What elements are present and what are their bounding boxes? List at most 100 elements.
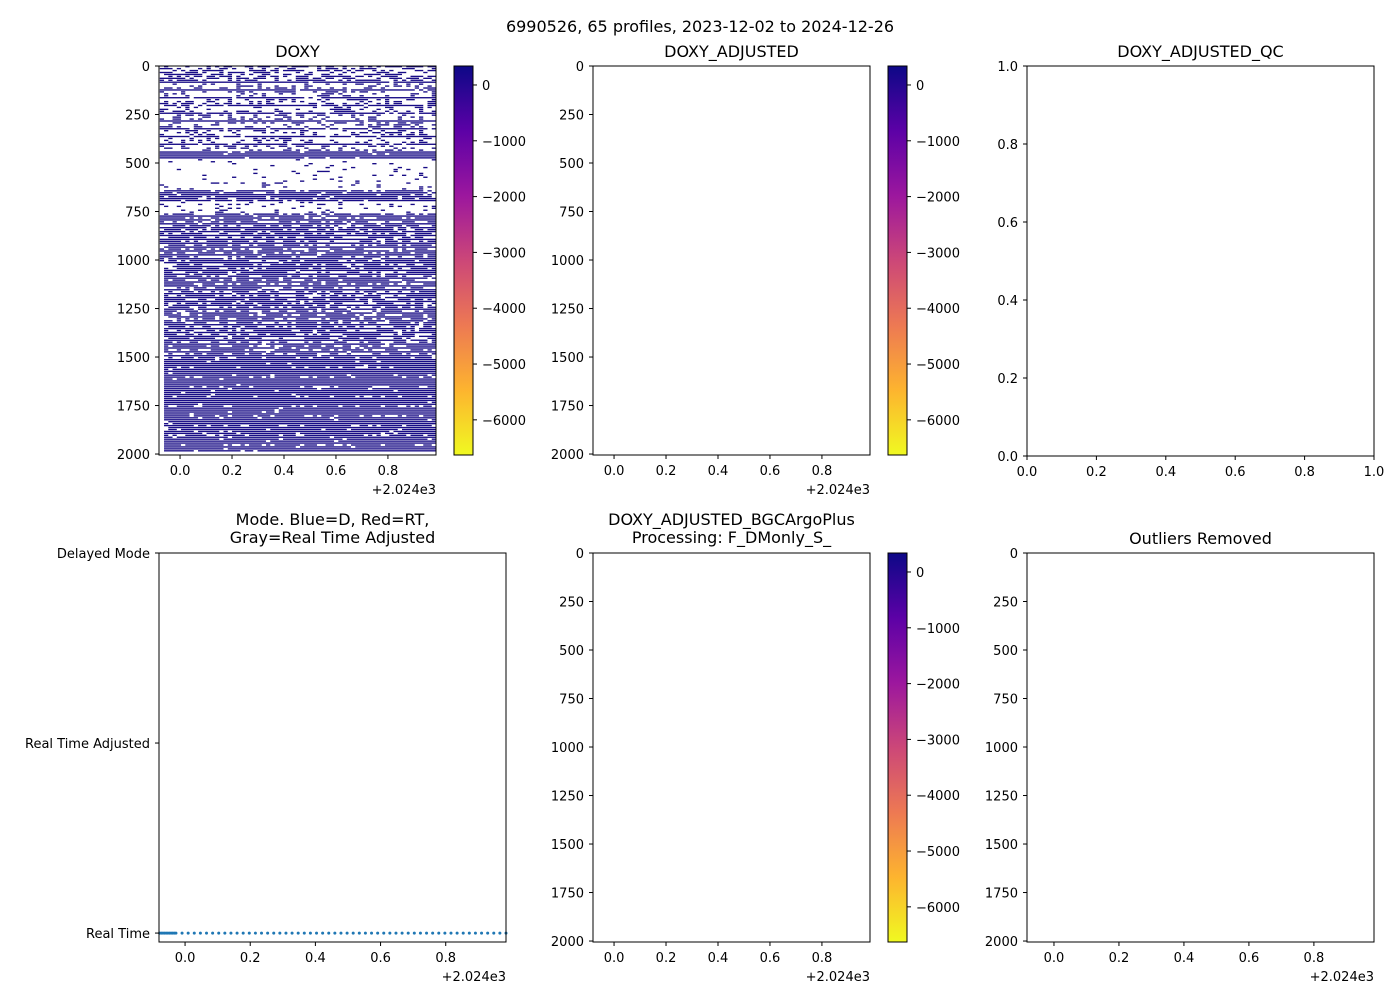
heatmap-cell (427, 298, 432, 301)
heatmap-cell (164, 261, 279, 264)
heatmap-cell (321, 294, 326, 297)
heatmap-cell (172, 304, 258, 306)
heatmap-cell (227, 256, 233, 258)
heatmap-cell (355, 248, 364, 250)
heatmap-cell (274, 209, 279, 211)
heatmap-cell (368, 271, 373, 274)
heatmap-cell (389, 153, 437, 155)
heatmap-cell (346, 192, 428, 194)
colorbar-tick-label: −3000 (916, 733, 960, 748)
heatmap-cell (346, 353, 352, 355)
heatmap-cell (389, 77, 403, 79)
heatmap-cell (393, 102, 403, 105)
heatmap-cell (317, 170, 330, 173)
heatmap-cell (376, 217, 403, 219)
heatmap-cell (172, 345, 207, 347)
heatmap-cell (164, 292, 233, 295)
mode-point (363, 931, 367, 935)
heatmap-cell (198, 279, 207, 281)
heatmap-cell (304, 213, 318, 215)
heatmap-cell (257, 199, 284, 202)
heatmap-cell (376, 190, 381, 192)
heatmap-cell (244, 151, 301, 153)
heatmap-cell (168, 260, 177, 262)
heatmap-cell (240, 73, 245, 76)
heatmap-cell (368, 190, 373, 192)
heatmap-cell (334, 141, 339, 144)
heatmap-cell (210, 395, 254, 398)
heatmap-cell (295, 325, 318, 328)
heatmap-cell (321, 318, 326, 320)
subplot-4: Mode. Blue=D, Red=RT,Gray=Real Time Adju… (25, 510, 508, 985)
heatmap-cell (159, 254, 262, 256)
heatmap-cell (257, 302, 284, 305)
mode-point (498, 931, 502, 935)
heatmap-cell (295, 199, 339, 202)
x-offset-label: +2.024e3 (1310, 970, 1374, 985)
heatmap-cell (210, 83, 216, 85)
heatmap-cell (270, 122, 275, 124)
heatmap-cell (236, 277, 279, 279)
colorbar-tick-label: −1000 (916, 135, 960, 150)
heatmap-cell (355, 291, 360, 293)
heatmap-cell (198, 306, 207, 308)
heatmap-cell (219, 357, 228, 359)
heatmap-cell (423, 87, 437, 89)
heatmap-cell (334, 341, 347, 343)
heatmap-cell (236, 203, 241, 206)
heatmap-cell (278, 217, 305, 219)
heatmap-cell (270, 131, 275, 134)
heatmap-cell (257, 232, 271, 235)
heatmap-cell (202, 403, 437, 405)
heatmap-cell (351, 308, 377, 310)
heatmap-cell (240, 116, 245, 118)
heatmap-cell (346, 283, 352, 285)
heatmap-cell (202, 71, 207, 74)
heatmap-cell (402, 67, 415, 70)
heatmap-cell (210, 360, 356, 363)
heatmap-cell (232, 329, 237, 332)
heatmap-cell (300, 201, 305, 204)
heatmap-cell (304, 424, 352, 427)
heatmap-cell (300, 269, 437, 272)
heatmap-cell (338, 207, 343, 209)
heatmap-cell (338, 201, 343, 204)
heatmap-cell (385, 106, 394, 109)
heatmap-cell (423, 166, 428, 169)
heatmap-cell (385, 100, 390, 103)
heatmap-cell (334, 302, 343, 305)
heatmap-cell (368, 66, 373, 68)
heatmap-cell (385, 95, 390, 97)
heatmap-cell (393, 430, 437, 433)
heatmap-cell (406, 182, 411, 184)
mode-point (418, 931, 422, 935)
heatmap-cell (219, 209, 228, 211)
heatmap-cell (389, 345, 394, 347)
heatmap-cell (317, 87, 322, 89)
heatmap-cell (406, 345, 437, 347)
heatmap-cell (164, 343, 262, 345)
heatmap-cell (206, 195, 211, 198)
heatmap-cell (244, 228, 284, 231)
heatmap-cell (410, 267, 428, 270)
heatmap-cell (295, 353, 318, 355)
heatmap-cell (385, 102, 390, 105)
heatmap-cell (168, 124, 173, 126)
heatmap-cell (283, 186, 288, 188)
subplot-title: DOXY (275, 42, 320, 61)
heatmap-cell (181, 145, 186, 147)
heatmap-cell (346, 325, 356, 328)
heatmap-cell (232, 143, 288, 145)
heatmap-cell (312, 287, 335, 289)
heatmap-cell (359, 395, 364, 398)
heatmap-cell (193, 413, 437, 415)
heatmap-cell (249, 294, 254, 297)
heatmap-cell (385, 242, 437, 244)
heatmap-cell (210, 221, 220, 223)
heatmap-cell (376, 252, 381, 254)
heatmap-cell (406, 353, 411, 355)
heatmap-cell (300, 139, 305, 142)
heatmap-cell (368, 364, 437, 367)
heatmap-cell (236, 75, 241, 78)
heatmap-cell (334, 69, 343, 72)
